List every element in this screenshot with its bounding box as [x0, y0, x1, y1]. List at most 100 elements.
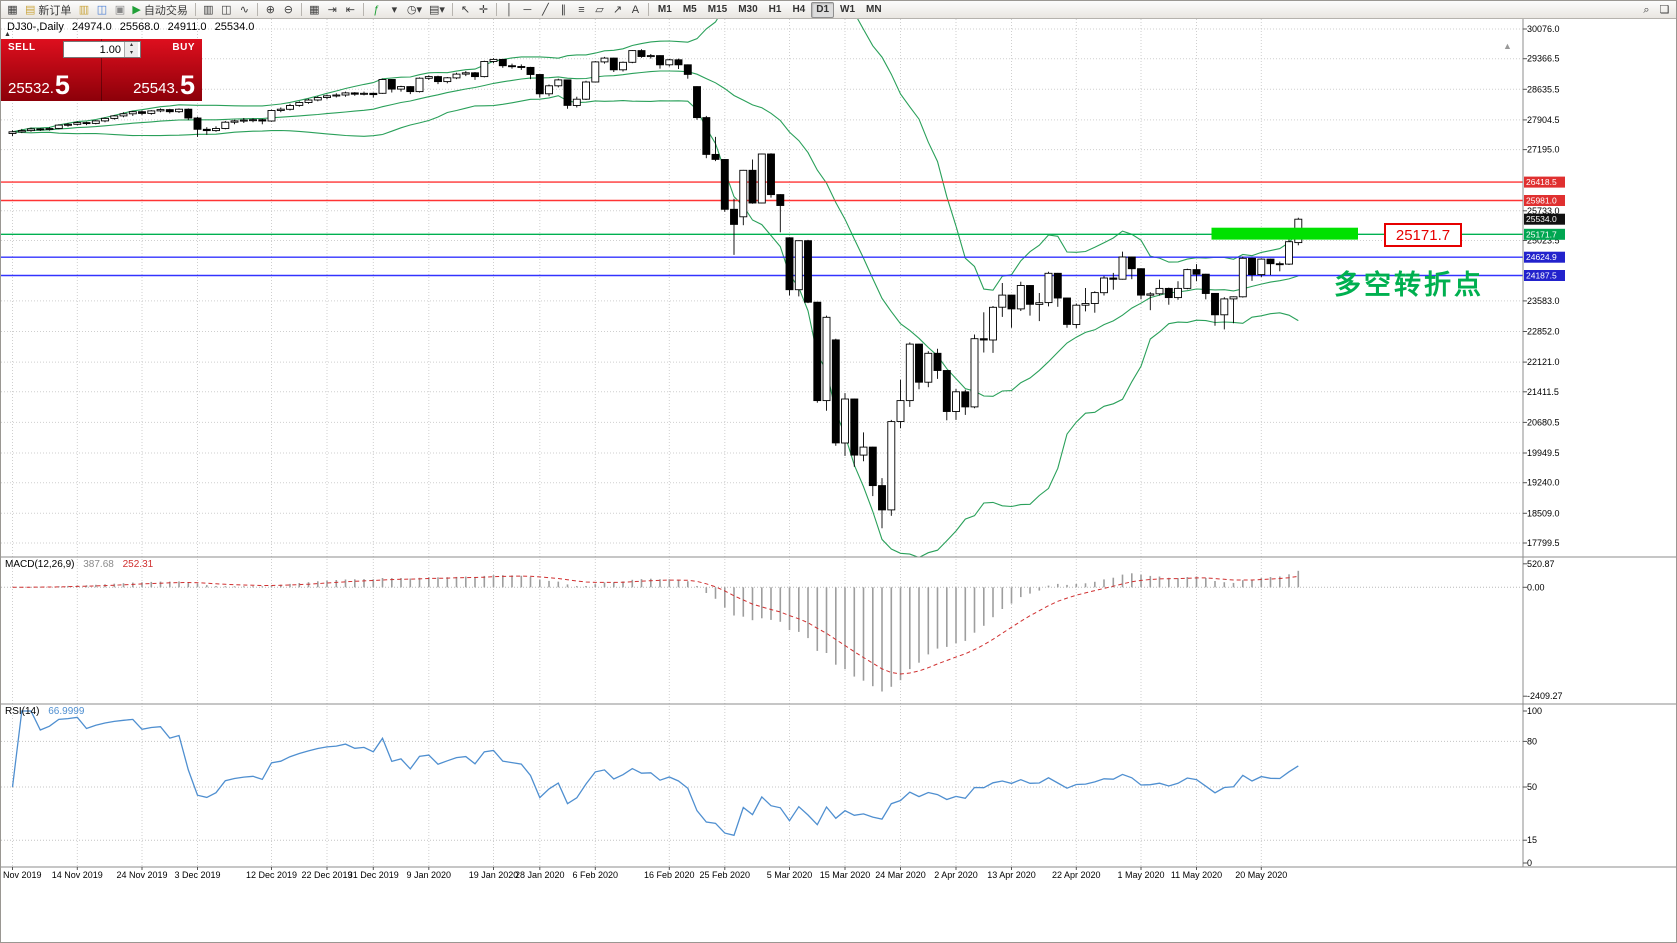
crosshair-icon[interactable]: ✛: [475, 2, 492, 18]
price-axis[interactable]: 30076.0 29366.5 28635.5 27904.5 27195.0 25733…: [1522, 19, 1565, 868]
timeframe-m5[interactable]: M5: [678, 2, 702, 18]
candle: [249, 118, 257, 123]
volume-down-icon[interactable]: ▾: [125, 49, 138, 57]
price-tick: 29366.5: [1527, 54, 1560, 64]
candle: [1072, 303, 1081, 329]
date-label: 31 Dec 2019: [348, 870, 399, 880]
timeframe-h4[interactable]: H4: [787, 2, 810, 18]
date-label: 9 Jan 2020: [407, 870, 452, 880]
trendline-icon[interactable]: ╱: [537, 2, 554, 18]
candle: [508, 63, 516, 69]
vertical-line-icon[interactable]: │: [501, 2, 518, 18]
price-tick: 17799.5: [1527, 538, 1560, 548]
highlight-zone[interactable]: [1211, 227, 1359, 240]
new-chart-icon[interactable]: ▦: [4, 2, 21, 18]
timeframe-m1[interactable]: M1: [653, 2, 677, 18]
quick-trade-collapse-icon[interactable]: ▲: [4, 31, 11, 38]
timeframe-m30[interactable]: M30: [733, 2, 762, 18]
auto-scroll-icon[interactable]: ⇥: [324, 2, 341, 18]
timeframe-w1-text: W1: [840, 4, 856, 15]
timeframes-dropdown-icon[interactable]: ◷▾: [404, 2, 425, 18]
shapes-icon-glyph: ▱: [595, 3, 604, 16]
shapes-icon[interactable]: ▱: [591, 2, 608, 18]
cursor-icon[interactable]: ↖: [457, 2, 474, 18]
price-tag: 26418.5: [1524, 176, 1565, 188]
price-tick: 21411.5: [1527, 387, 1559, 397]
bollinger-band: [12, 95, 1299, 557]
candle: [147, 110, 156, 115]
volume-up-icon[interactable]: ▴: [125, 42, 138, 50]
autotrading-button[interactable]: ▶ 自动交易: [129, 2, 190, 18]
candle: [8, 130, 17, 136]
date-label: 22 Apr 2020: [1052, 870, 1101, 880]
rsi-axis-label: 100: [1527, 706, 1542, 716]
arrows-icon[interactable]: ↗: [609, 2, 626, 18]
svg-text:24624.9: 24624.9: [1526, 252, 1557, 262]
candle: [563, 79, 572, 109]
candle: [545, 84, 553, 97]
indicators-dropdown-icon[interactable]: ▾: [386, 2, 403, 18]
candle: [711, 136, 720, 162]
new-order-button[interactable]: ▤ 新订单: [22, 2, 74, 18]
candle: [1229, 296, 1238, 324]
timeframe-w1[interactable]: W1: [835, 2, 860, 18]
candle: [628, 50, 637, 64]
autotrading-button-glyph: ▶: [132, 3, 141, 16]
timeframe-d1[interactable]: D1: [811, 1, 835, 18]
candle: [138, 110, 146, 116]
buy-price: 25543. 5: [133, 72, 195, 99]
text-icon[interactable]: A: [627, 2, 644, 18]
line-chart-icon[interactable]: ∿: [236, 2, 253, 18]
scroll-end-icon[interactable]: ▲: [1503, 41, 1512, 51]
date-label: 19 Jan 2020: [469, 870, 519, 880]
data-window-icon[interactable]: ▣: [111, 2, 128, 18]
equidistant-channel-icon[interactable]: ∥: [555, 2, 572, 18]
indicators-icon[interactable]: ƒ: [368, 2, 385, 18]
date-label: 14 Nov 2019: [52, 870, 103, 880]
chart-high: 25568.0: [119, 21, 160, 33]
profiles-icon[interactable]: ▥: [75, 2, 92, 18]
new-chart-window-icon[interactable]: ❏: [1656, 2, 1673, 18]
candle: [841, 393, 849, 456]
candle: [1100, 275, 1108, 296]
date-label: 12 Dec 2019: [246, 870, 297, 880]
candle: [609, 57, 618, 72]
candle: [859, 432, 868, 462]
date-axis[interactable]: Nov 2019 14 Nov 2019 24 Nov 2019 3 Dec 2019…: [3, 867, 1287, 880]
volume-input[interactable]: [64, 42, 124, 57]
candle: [1081, 288, 1090, 312]
date-label: 13 Apr 2020: [987, 870, 1036, 880]
svg-text:25981.0: 25981.0: [1526, 196, 1557, 206]
timeframe-mn[interactable]: MN: [861, 2, 887, 18]
symbol-search-icon[interactable]: ⌕: [1638, 2, 1655, 18]
market-watch-icon[interactable]: ◫: [93, 2, 110, 18]
rsi-value: 66.9999: [48, 706, 85, 717]
timeframe-m15[interactable]: M15: [703, 2, 732, 18]
candle: [804, 239, 812, 304]
zoom-in-icon[interactable]: ⊕: [262, 2, 279, 18]
bars-chart-icon[interactable]: ▥: [200, 2, 217, 18]
horizontal-line-icon[interactable]: ─: [519, 2, 536, 18]
chart-canvas[interactable]: ▲ 30076.0 29366.5 28635.5 27904.5 27195.0 2573…: [1, 19, 1677, 943]
candlestick-chart-icon[interactable]: ◫: [218, 2, 235, 18]
chart-shift-icon[interactable]: ⇤: [342, 2, 359, 18]
zoom-in-icon-glyph: ⊕: [265, 3, 275, 16]
candle: [1035, 293, 1044, 322]
timeframe-h1[interactable]: H1: [764, 2, 787, 18]
candle: [656, 55, 664, 69]
sell-button[interactable]: SELL 25532. 5: [1, 39, 102, 101]
templates-dropdown-icon[interactable]: ▤▾: [426, 2, 448, 18]
price-flag-25171[interactable]: 25171.7: [1384, 223, 1462, 247]
date-label: 15 Mar 2020: [820, 870, 871, 880]
date-label: 3 Dec 2019: [174, 870, 220, 880]
candle: [82, 121, 91, 126]
date-label: 28 Jan 2020: [515, 870, 565, 880]
candle: [360, 91, 368, 96]
candle: [184, 108, 193, 121]
zoom-out-icon[interactable]: ⊖: [280, 2, 297, 18]
fibonacci-icon[interactable]: ≡: [573, 2, 590, 18]
candle: [1127, 256, 1136, 280]
candle: [350, 92, 359, 96]
tile-windows-icon[interactable]: ▦: [306, 2, 323, 18]
candle: [165, 108, 174, 114]
